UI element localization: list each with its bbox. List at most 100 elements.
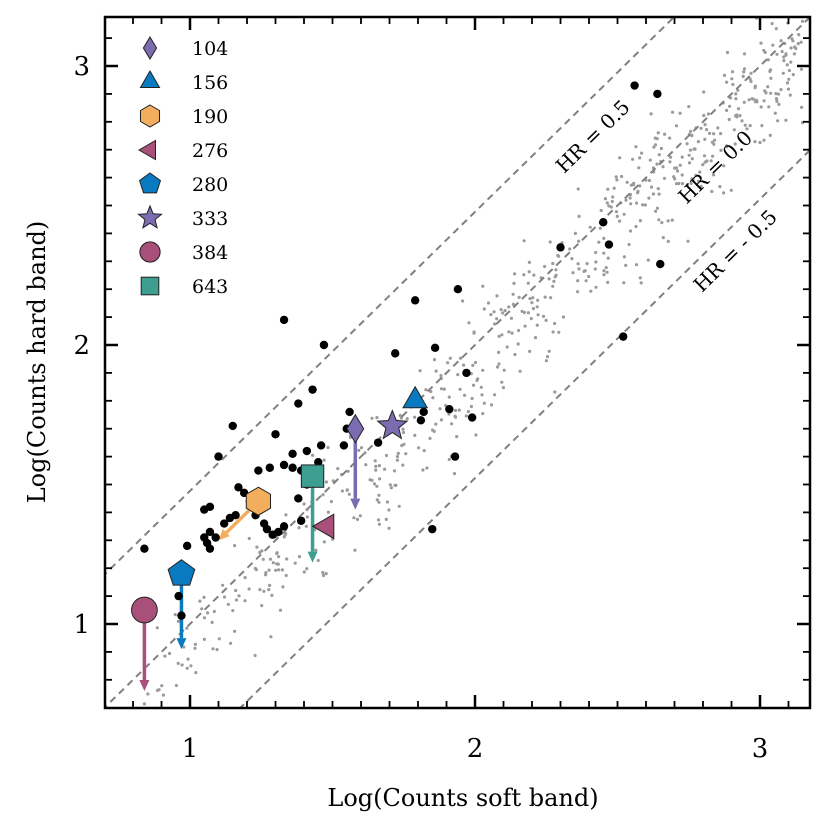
- background-point: [486, 301, 491, 305]
- background-point: [577, 239, 581, 243]
- background-point: [495, 317, 499, 321]
- background-point: [730, 77, 734, 81]
- legend-marker-384: [139, 241, 161, 263]
- background-point: [731, 82, 735, 87]
- background-point: [725, 144, 729, 148]
- background-point: [544, 318, 548, 322]
- background-point: [413, 433, 417, 437]
- source-marker-384: [131, 596, 158, 624]
- source-point: [231, 510, 240, 520]
- source-point: [294, 494, 303, 503]
- background-point: [784, 118, 788, 122]
- background-point: [680, 182, 685, 186]
- background-point: [742, 100, 746, 104]
- background-point: [615, 214, 619, 218]
- background-point: [358, 514, 362, 518]
- background-point: [217, 637, 221, 641]
- source-point: [556, 243, 565, 252]
- background-point: [284, 573, 288, 578]
- source-point: [302, 446, 312, 456]
- background-point: [392, 469, 397, 473]
- background-point: [182, 645, 186, 649]
- background-point: [543, 264, 547, 269]
- background-point: [561, 315, 566, 319]
- legend-marker-156: [139, 70, 161, 88]
- background-point: [747, 98, 751, 102]
- background-point: [482, 307, 486, 311]
- background-point: [776, 119, 780, 123]
- background-point: [497, 362, 501, 366]
- background-point: [180, 663, 184, 667]
- background-point: [517, 295, 521, 299]
- background-point: [447, 395, 451, 399]
- source-point: [430, 343, 440, 352]
- background-point: [718, 185, 722, 189]
- background-point: [355, 517, 360, 522]
- background-point: [602, 273, 606, 277]
- background-point: [782, 55, 786, 59]
- background-point: [674, 182, 679, 186]
- background-point: [774, 97, 779, 101]
- background-point: [597, 240, 601, 244]
- background-point: [766, 85, 770, 89]
- background-point: [678, 111, 682, 115]
- background-point: [742, 70, 746, 74]
- background-point: [458, 387, 462, 391]
- background-point: [673, 166, 677, 170]
- background-point: [604, 266, 608, 270]
- background-point: [372, 482, 377, 486]
- background-point: [742, 67, 747, 71]
- background-point: [346, 469, 350, 473]
- background-point: [549, 296, 553, 300]
- background-point: [745, 127, 749, 131]
- background-point: [799, 40, 803, 44]
- background-point: [512, 281, 516, 285]
- background-point: [393, 483, 397, 487]
- background-point: [388, 483, 392, 487]
- background-point: [401, 427, 405, 431]
- background-point: [500, 380, 504, 384]
- background-point: [374, 464, 378, 468]
- background-point: [762, 99, 766, 103]
- background-point: [736, 107, 741, 111]
- background-point: [668, 160, 672, 164]
- background-point: [474, 433, 478, 437]
- background-point: [267, 568, 271, 572]
- background-point: [482, 401, 486, 405]
- background-point: [193, 646, 197, 650]
- source-marker-643: [300, 464, 325, 488]
- background-point: [501, 386, 505, 390]
- background-point: [763, 89, 767, 93]
- background-point: [728, 96, 733, 100]
- background-point: [489, 403, 494, 407]
- background-point: [573, 231, 578, 235]
- background-point: [722, 164, 726, 168]
- background-point: [174, 683, 178, 688]
- background-point: [479, 385, 483, 389]
- background-point: [770, 22, 774, 26]
- background-point: [554, 268, 558, 272]
- upper-limit-arrowhead-104: [350, 498, 361, 510]
- background-point: [730, 70, 735, 74]
- background-point: [647, 178, 652, 183]
- background-point: [622, 255, 627, 259]
- background-point: [696, 179, 701, 183]
- background-point: [709, 159, 713, 163]
- upper-limit-arrowhead-643: [307, 551, 318, 563]
- background-point: [618, 219, 622, 223]
- background-point: [269, 635, 273, 639]
- background-point: [481, 284, 485, 288]
- background-point: [785, 63, 789, 67]
- background-point: [779, 39, 783, 43]
- background-point: [557, 254, 561, 258]
- background-point: [322, 458, 326, 462]
- background-point: [466, 410, 470, 414]
- background-point: [780, 49, 784, 54]
- background-point: [722, 73, 727, 77]
- background-point: [513, 272, 517, 276]
- background-point: [499, 308, 503, 312]
- background-point: [377, 500, 381, 504]
- background-point: [189, 664, 193, 668]
- source-point: [271, 430, 280, 439]
- background-point: [725, 80, 729, 84]
